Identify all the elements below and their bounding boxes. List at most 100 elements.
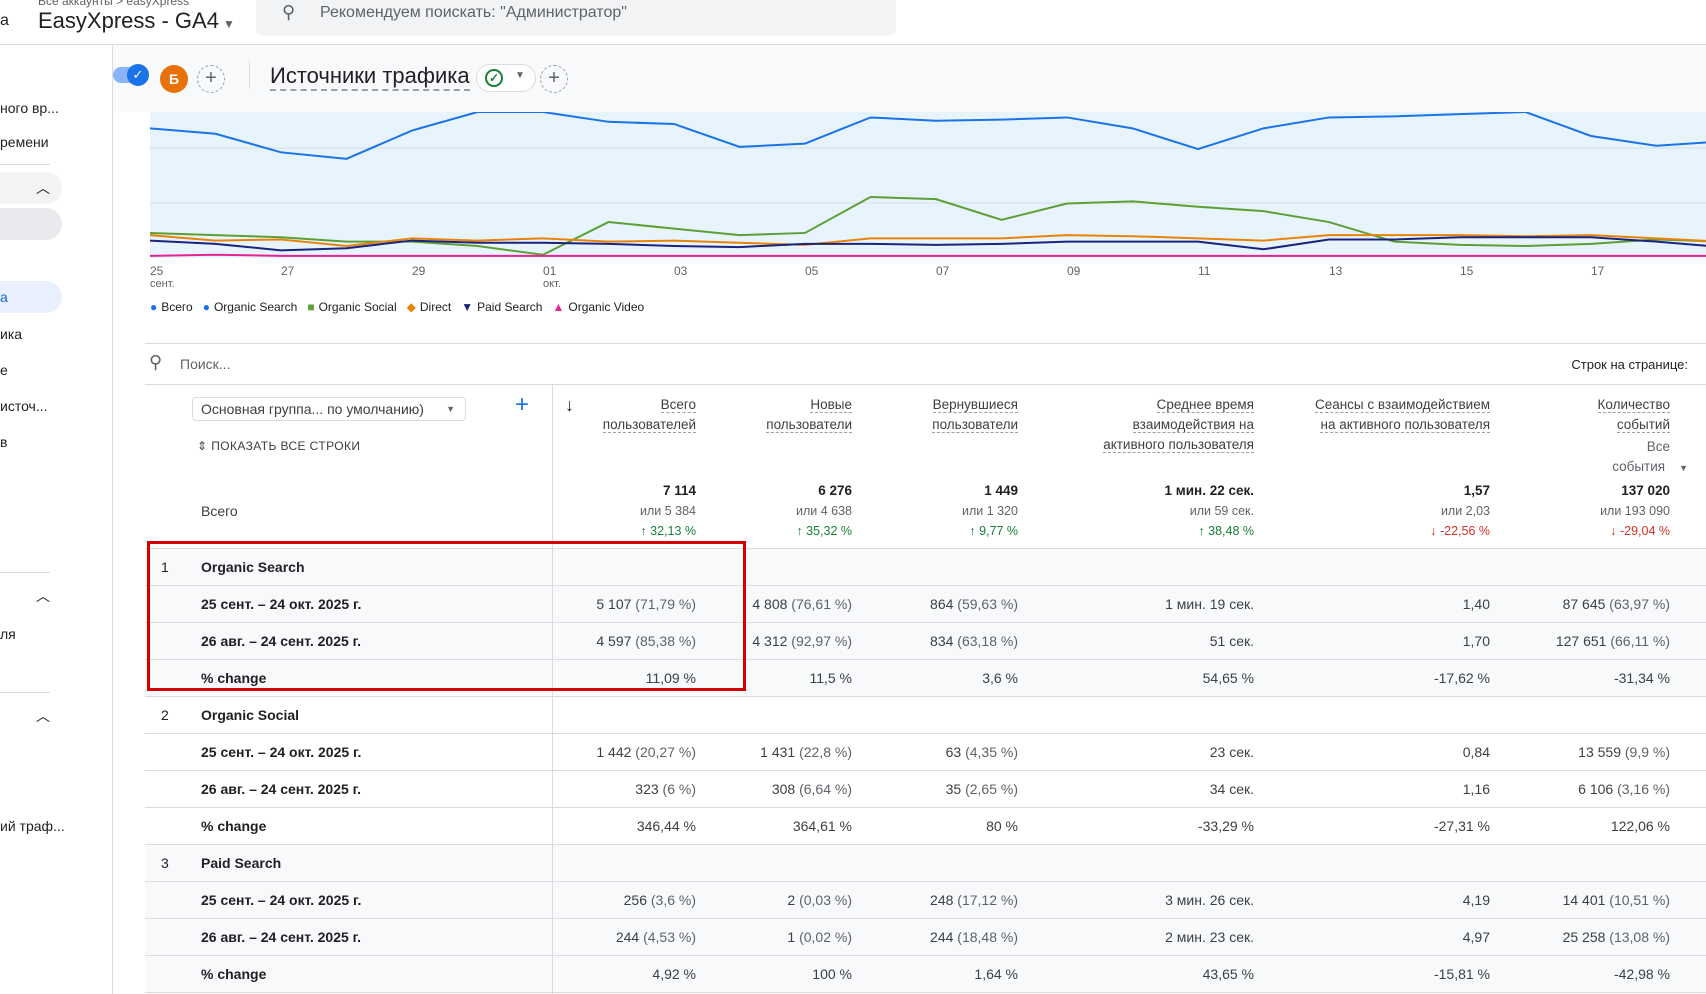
table-row[interactable]: 26 авг. – 24 сент. 2025 г. 323 (6 %) 308 (… bbox=[145, 771, 1706, 808]
series-line-organic-social[interactable] bbox=[150, 195, 1706, 256]
sidebar-item[interactable]: ика bbox=[0, 326, 23, 342]
column-header[interactable]: Новые пользователи bbox=[766, 395, 852, 435]
table-row[interactable]: % change 4,92 % 100 % 1,64 % 43,65 % -15,81 %… bbox=[145, 956, 1706, 993]
x-tick-label: 29 bbox=[412, 264, 426, 278]
add-dimension-button[interactable]: + bbox=[515, 391, 530, 418]
table-cell: 23 сек. bbox=[1210, 744, 1254, 760]
table-row[interactable]: 25 сент. – 24 окт. 2025 г. 256 (3,6 %) 2 (… bbox=[145, 882, 1706, 919]
legend-item[interactable]: ● Всего bbox=[150, 300, 193, 314]
table-cell: 11,5 % bbox=[809, 670, 852, 686]
cell-value: 4,19 bbox=[1462, 892, 1490, 908]
cell-value: 323 bbox=[635, 781, 659, 797]
property-selector[interactable]: EasyXpress - GA4 ▼ bbox=[38, 8, 235, 34]
table-search-bar: ⚲ Поиск... Строк на странице: bbox=[145, 343, 1706, 385]
table-row[interactable]: % change 346,44 % 364,61 % 80 % -33,29 % -27,… bbox=[145, 808, 1706, 845]
sidebar-item[interactable]: в bbox=[0, 434, 8, 450]
cell-value: 4 808 bbox=[752, 596, 788, 612]
chevron-up-icon[interactable]: ︿ bbox=[36, 180, 50, 196]
sidebar-section-header[interactable] bbox=[0, 172, 62, 204]
column-header[interactable]: Сеансы с взаимодействием на активного пол… bbox=[1314, 395, 1490, 435]
column-header[interactable]: Всего пользователей bbox=[602, 395, 696, 435]
legend-item[interactable]: ▼ Paid Search bbox=[461, 300, 542, 314]
search-placeholder: Рекомендуем поискать: "Администратор" bbox=[320, 4, 627, 21]
sidebar-item[interactable]: ий траф... bbox=[0, 818, 65, 834]
chevron-up-icon[interactable]: ︿ bbox=[36, 588, 50, 604]
show-all-rows-button[interactable]: ⇕ ПОКАЗАТЬ ВСЕ СТРОКИ bbox=[197, 439, 360, 453]
sidebar-item[interactable]: ного вр... bbox=[0, 100, 59, 116]
column-header-text: пользователей bbox=[602, 417, 696, 433]
comparison-toggle[interactable]: ✓ bbox=[113, 64, 149, 86]
series-line-paid-search[interactable] bbox=[150, 236, 1706, 252]
series-line-organic-video[interactable] bbox=[150, 253, 1706, 257]
event-filter-dropdown[interactable]: Все события bbox=[1612, 439, 1670, 474]
comparison-avatar[interactable]: Б bbox=[160, 65, 188, 93]
cell-share: (13,08 %) bbox=[1609, 929, 1670, 945]
row-label: Paid Search bbox=[201, 855, 282, 871]
row-label: % change bbox=[201, 966, 267, 982]
column-header[interactable]: Количество событий Все события ▼ bbox=[1585, 395, 1688, 478]
table-cell: 364,61 % bbox=[793, 818, 852, 834]
x-tick-label: 25 bbox=[150, 264, 164, 278]
rows-per-page-label[interactable]: Строк на странице: bbox=[1571, 357, 1688, 372]
table-cell: 54,65 % bbox=[1203, 670, 1254, 686]
legend-marker-icon: ■ bbox=[307, 300, 315, 314]
sidebar-item[interactable]: ля bbox=[0, 626, 16, 642]
cell-value: 1 bbox=[787, 929, 796, 945]
column-header[interactable]: Вернувшиеся пользователи bbox=[932, 395, 1018, 435]
global-search[interactable]: ⚲ Рекомендуем поискать: "Администратор" bbox=[256, 0, 896, 36]
table-row[interactable]: 26 авг. – 24 сент. 2025 г. 244 (4,53 %) 1 … bbox=[145, 919, 1706, 956]
sidebar-item-active[interactable]: а bbox=[0, 281, 62, 313]
cell-share: (76,61 %) bbox=[791, 596, 852, 612]
delta-value: 32,13 % bbox=[650, 524, 696, 538]
chevron-up-icon[interactable]: ︿ bbox=[36, 708, 50, 724]
legend-item[interactable]: ■ Organic Social bbox=[307, 300, 396, 314]
legend-item[interactable]: ◆ Direct bbox=[407, 300, 452, 314]
cell-value: 23 сек. bbox=[1209, 744, 1254, 760]
dimension-selector[interactable]: Основная группа... по умолчанию) ▼ bbox=[192, 397, 466, 421]
sidebar-item[interactable]: е bbox=[0, 362, 8, 378]
table-cell: 6 106 (3,16 %) bbox=[1578, 781, 1670, 797]
column-header-text: Количество bbox=[1597, 397, 1670, 413]
column-total: 1 мин. 22 сек. или 59 сек. ↑ 38,48 % bbox=[1165, 481, 1255, 541]
x-tick-label: 11 bbox=[1198, 264, 1211, 278]
cell-share: (6 %) bbox=[662, 781, 696, 797]
report-toolbar: ✓ Б + Источники трафика ✓ ▼ + bbox=[113, 45, 1706, 112]
row-label: % change bbox=[201, 818, 267, 834]
group-row[interactable]: 3 Paid Search bbox=[145, 845, 1706, 882]
x-tick-label: 03 bbox=[674, 264, 688, 278]
series-line-direct[interactable] bbox=[150, 234, 1706, 248]
series-line-organic-search[interactable] bbox=[150, 112, 1706, 160]
group-row[interactable]: 2 Organic Social bbox=[145, 697, 1706, 734]
cell-value: 2 мин. 23 сек. bbox=[1165, 929, 1254, 945]
column-header[interactable]: Среднее время взаимодействия на активного … bbox=[1103, 395, 1254, 455]
sidebar-item[interactable]: ремени bbox=[0, 134, 49, 150]
report-title[interactable]: Источники трафика bbox=[270, 63, 470, 91]
add-report-button[interactable]: + bbox=[540, 65, 568, 93]
breadcrumb[interactable]: Все аккаунты > easyXpress bbox=[38, 0, 190, 8]
sidebar-item-selected-group[interactable] bbox=[0, 208, 62, 240]
report-status-button[interactable]: ✓ ▼ bbox=[476, 64, 536, 92]
compare-value: или 193 090 bbox=[1600, 504, 1670, 518]
legend-item[interactable]: ● Organic Search bbox=[203, 300, 298, 314]
x-tick-month: сент. bbox=[150, 278, 175, 290]
table-row[interactable]: 25 сент. – 24 окт. 2025 г. 5 107 (71,79 %… bbox=[145, 586, 1706, 623]
search-icon: ⚲ bbox=[149, 352, 163, 372]
table-search-input[interactable]: Поиск... bbox=[180, 356, 231, 372]
table-row[interactable]: 25 сент. – 24 окт. 2025 г. 1 442 (20,27 %… bbox=[145, 734, 1706, 771]
cell-value: 25 258 bbox=[1562, 929, 1606, 945]
table-cell: 834 (63,18 %) bbox=[930, 633, 1018, 649]
table-row[interactable]: 26 авг. – 24 сент. 2025 г. 4 597 (85,38 %… bbox=[145, 623, 1706, 660]
add-comparison-button[interactable]: + bbox=[197, 65, 225, 93]
column-header-text: на активного пользователя bbox=[1320, 417, 1490, 433]
legend-marker-icon: ● bbox=[202, 300, 210, 314]
x-tick-label: 27 bbox=[281, 264, 295, 278]
sidebar-item[interactable]: источ... bbox=[0, 398, 48, 414]
chart-legend: ● Всего ● Organic Search ■ Organic Social ◆ Dir… bbox=[150, 300, 644, 314]
cell-share: (66,11 %) bbox=[1610, 633, 1670, 649]
plot-background bbox=[150, 112, 1706, 258]
legend-item[interactable]: ▲ Organic Video bbox=[552, 300, 644, 314]
delta: ↑ 32,13 % bbox=[640, 521, 696, 541]
group-row[interactable]: 1 Organic Search bbox=[145, 549, 1706, 586]
arrow-up-icon: ↑ bbox=[969, 524, 980, 538]
sort-desc-icon[interactable]: ↓ bbox=[565, 395, 574, 415]
